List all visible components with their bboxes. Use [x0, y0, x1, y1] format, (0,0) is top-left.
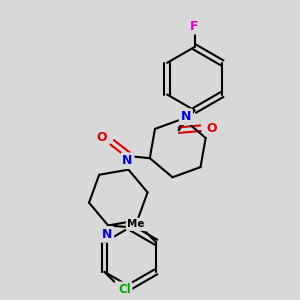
Text: N: N	[102, 228, 112, 241]
Text: O: O	[206, 122, 217, 135]
Text: N: N	[181, 110, 191, 123]
Text: F: F	[190, 20, 199, 33]
Text: Cl: Cl	[118, 283, 130, 296]
Text: N: N	[122, 154, 133, 167]
Text: O: O	[96, 131, 106, 144]
Text: Me: Me	[128, 219, 145, 229]
